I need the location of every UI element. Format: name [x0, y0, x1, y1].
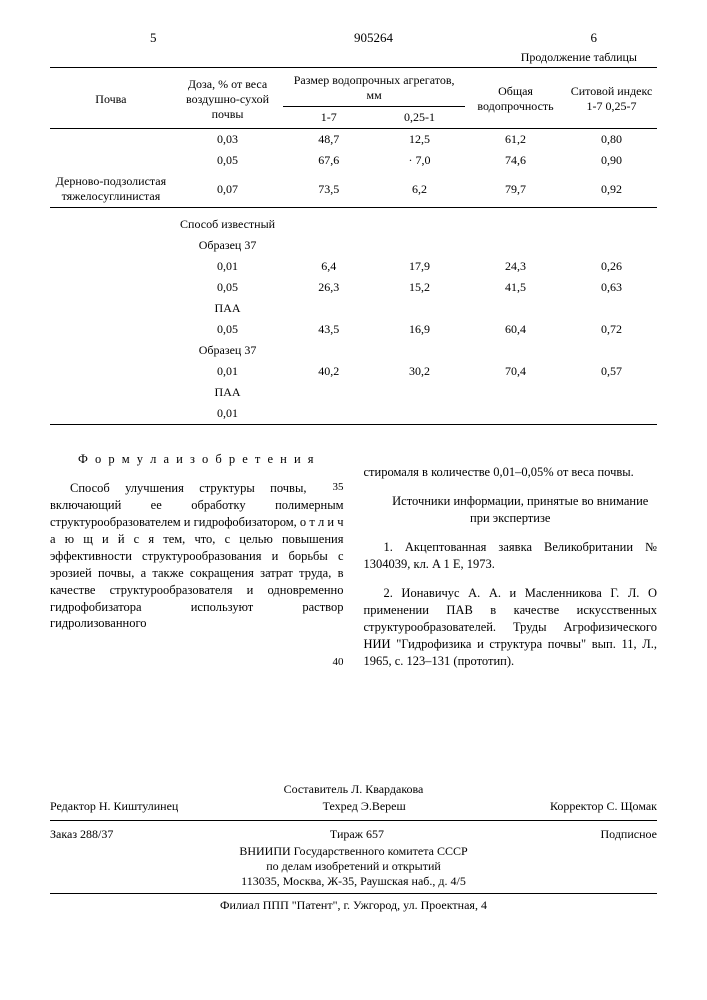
filial: Филиал ППП "Патент", г. Ужгород, ул. Про…	[50, 898, 657, 913]
claim-columns: Ф о р м у л а и з о б р е т е н и я 35Сп…	[50, 451, 657, 682]
right-column: стиромаля в количестве 0,01–0,05% от вес…	[364, 451, 658, 682]
table-row: 0,05 43,5 16,9 60,4 0,72	[50, 319, 657, 340]
org-2: по делам изобретений и открытий	[50, 859, 657, 874]
sample37-row: Образец 37	[50, 340, 657, 361]
th-total: Общая водопрочность	[465, 70, 566, 129]
continuation-label: Продолжение таблицы	[50, 50, 657, 65]
th-size-group: Размер водопрочных агрегатов, мм	[283, 70, 465, 107]
paa-row: ПАА	[50, 298, 657, 319]
footer: Составитель Л. Квардакова Редактор Н. Ки…	[50, 782, 657, 913]
sample-row: Образец 37	[50, 235, 657, 256]
claim-p2: стиромаля в количестве 0,01–0,05% от вес…	[364, 464, 658, 481]
th-index: Ситовой индекс 1-7 0,25-7	[566, 70, 657, 129]
org-1: ВНИИПИ Государственного комитета СССР	[50, 844, 657, 859]
table-row: 0,05 67,6 · 7,0 74,6 0,90	[50, 150, 657, 171]
techred: Техред Э.Вереш	[323, 799, 406, 814]
table-row: 0,03 48,7 12,5 61,2 0,80	[50, 129, 657, 151]
method-row: Способ известный	[50, 214, 657, 235]
table-row: 0,05 26,3 15,2 41,5 0,63	[50, 277, 657, 298]
claim-title: Ф о р м у л а и з о б р е т е н и я	[50, 451, 344, 468]
source-2: 2. Ионавичус А. А. и Масленникова Г. Л. …	[364, 585, 658, 669]
source-1: 1. Акцептованная заявка Великобритании №…	[364, 539, 658, 573]
table-row: 0,01 6,4 17,9 24,3 0,26	[50, 256, 657, 277]
soil-name: Дерново-подзолистая тяжелосуглинистая	[50, 171, 172, 208]
corrector: Корректор С. Щомак	[550, 799, 657, 814]
claim-p1: 35Способ улучшения структуры почвы, вклю…	[50, 480, 344, 632]
sources-title: Источники информации, принятые во вниман…	[364, 493, 658, 527]
sub: Подписное	[601, 827, 658, 842]
rule	[50, 67, 657, 68]
order: Заказ 288/37	[50, 827, 113, 842]
composer: Составитель Л. Квардакова	[50, 782, 657, 797]
paa2-row: ПАА	[50, 382, 657, 403]
col-num-left: 5	[50, 30, 299, 46]
editor: Редактор Н. Киштулинец	[50, 799, 178, 814]
th-size-a: 1-7	[283, 107, 374, 129]
th-dose: Доза, % от веса воздушно-сухой почвы	[172, 70, 283, 129]
col-num-right: 6	[448, 30, 657, 46]
table-row: 0,01	[50, 403, 657, 425]
table-row: 0,01 40,2 30,2 70,4 0,57	[50, 361, 657, 382]
patent-number: 905264	[299, 30, 448, 46]
tirazh: Тираж 657	[330, 827, 384, 842]
addr: 113035, Москва, Ж-35, Раушская наб., д. …	[50, 874, 657, 889]
data-table: Почва Доза, % от веса воздушно-сухой поч…	[50, 70, 657, 431]
th-soil: Почва	[50, 70, 172, 129]
page-header: 5 905264 6	[50, 30, 657, 46]
left-column: Ф о р м у л а и з о б р е т е н и я 35Сп…	[50, 451, 344, 682]
table-row: Дерново-подзолистая тяжелосуглинистая 0,…	[50, 171, 657, 208]
th-size-b: 0,25-1	[374, 107, 465, 129]
